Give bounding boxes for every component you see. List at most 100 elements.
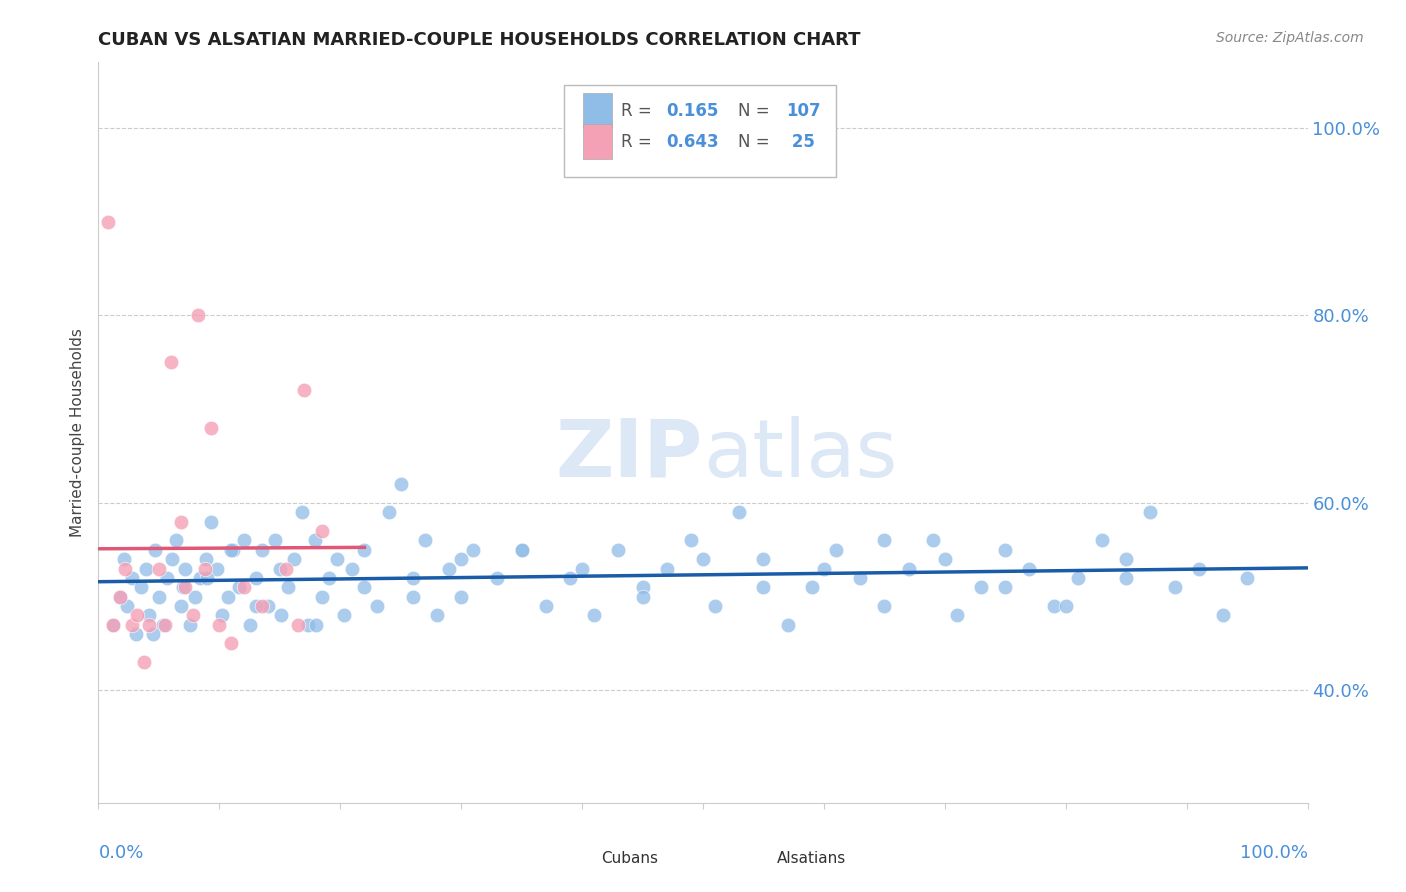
Point <box>250 542 273 557</box>
Point <box>1054 599 1077 613</box>
Point <box>264 533 287 548</box>
Point <box>631 580 654 594</box>
Point <box>1091 533 1114 548</box>
Point <box>655 561 678 575</box>
Point <box>148 590 170 604</box>
Point <box>134 655 156 669</box>
Point <box>174 561 197 575</box>
Text: Source: ZipAtlas.com: Source: ZipAtlas.com <box>1216 31 1364 45</box>
Point <box>290 505 312 519</box>
Point <box>353 542 375 557</box>
Point <box>181 608 204 623</box>
Point <box>232 580 254 594</box>
Point <box>165 533 187 548</box>
Point <box>437 561 460 575</box>
Point <box>232 533 254 548</box>
Point <box>184 590 207 604</box>
Point <box>1188 561 1211 575</box>
Point <box>311 524 333 538</box>
Point <box>631 590 654 604</box>
Point <box>101 617 124 632</box>
Point <box>946 608 969 623</box>
Point <box>510 542 533 557</box>
Point <box>135 561 157 575</box>
Point <box>277 580 299 594</box>
Text: 107: 107 <box>786 102 821 120</box>
Point <box>558 571 581 585</box>
Point <box>228 580 250 594</box>
Point <box>1115 571 1137 585</box>
Point <box>1067 571 1090 585</box>
Text: R =: R = <box>621 102 657 120</box>
FancyBboxPatch shape <box>583 93 613 128</box>
Point <box>129 580 152 594</box>
Point <box>1139 505 1161 519</box>
Point <box>112 552 135 566</box>
Point <box>152 617 174 632</box>
Point <box>270 608 292 623</box>
Point <box>800 580 823 594</box>
Text: 0.165: 0.165 <box>666 102 718 120</box>
Text: N =: N = <box>738 133 775 151</box>
Point <box>318 571 340 585</box>
Point <box>269 561 291 575</box>
Point <box>402 571 425 585</box>
Point <box>117 599 139 613</box>
Point <box>607 542 630 557</box>
Point <box>679 533 702 548</box>
Point <box>169 515 191 529</box>
Point <box>704 599 727 613</box>
Point <box>283 552 305 566</box>
Point <box>205 561 228 575</box>
Point <box>304 533 326 548</box>
Text: ZIP: ZIP <box>555 416 703 494</box>
Point <box>114 561 136 575</box>
Point <box>776 617 799 632</box>
Point <box>97 215 120 229</box>
Point <box>728 505 751 519</box>
Point <box>402 590 425 604</box>
Text: 0.643: 0.643 <box>666 133 720 151</box>
Text: atlas: atlas <box>703 416 897 494</box>
Point <box>571 561 593 575</box>
Point <box>1042 599 1064 613</box>
Point <box>174 580 197 594</box>
Point <box>138 608 160 623</box>
Point <box>138 617 160 632</box>
Point <box>121 617 143 632</box>
Point <box>250 599 273 613</box>
Point <box>325 552 347 566</box>
Point <box>188 571 211 585</box>
Point <box>813 561 835 575</box>
Point <box>873 533 896 548</box>
Point <box>108 590 131 604</box>
Point <box>108 590 131 604</box>
Point <box>160 552 183 566</box>
Point <box>342 561 364 575</box>
Point <box>195 552 218 566</box>
Point <box>450 590 472 604</box>
Point <box>101 617 124 632</box>
Text: CUBAN VS ALSATIAN MARRIED-COUPLE HOUSEHOLDS CORRELATION CHART: CUBAN VS ALSATIAN MARRIED-COUPLE HOUSEHO… <box>98 31 860 49</box>
Point <box>994 542 1017 557</box>
Point <box>187 309 209 323</box>
Point <box>353 580 375 594</box>
Point <box>333 608 356 623</box>
Point <box>156 571 179 585</box>
FancyBboxPatch shape <box>569 844 598 872</box>
Text: 100.0%: 100.0% <box>1240 844 1308 862</box>
Point <box>389 477 412 491</box>
Point <box>211 608 233 623</box>
Point <box>426 608 449 623</box>
Point <box>142 627 165 641</box>
Point <box>450 552 472 566</box>
Point <box>239 617 262 632</box>
FancyBboxPatch shape <box>564 85 837 178</box>
Point <box>208 617 231 632</box>
Point <box>921 533 943 548</box>
Point <box>534 599 557 613</box>
Point <box>970 580 993 594</box>
Y-axis label: Married-couple Households: Married-couple Households <box>69 328 84 537</box>
Point <box>692 552 714 566</box>
Text: 0.0%: 0.0% <box>98 844 143 862</box>
